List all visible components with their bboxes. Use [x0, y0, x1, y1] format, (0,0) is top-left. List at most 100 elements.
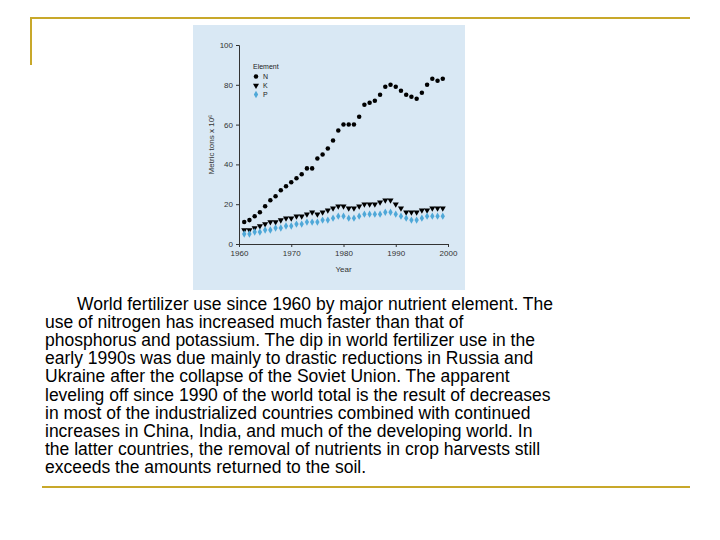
point — [310, 218, 314, 225]
point — [247, 230, 251, 237]
point — [441, 77, 446, 82]
legend-entry: K — [263, 82, 268, 89]
point — [367, 202, 373, 207]
tick-mark — [236, 244, 239, 245]
point — [320, 210, 326, 215]
point — [425, 83, 430, 88]
caption-line: Ukraine after the collapse of the Soviet… — [45, 366, 510, 386]
axis-line — [236, 46, 240, 245]
point — [408, 210, 414, 215]
point — [320, 152, 325, 157]
point — [419, 208, 425, 213]
point — [373, 210, 377, 217]
point — [435, 206, 441, 211]
point — [346, 122, 351, 127]
point — [409, 94, 414, 99]
tick-label: 80 — [224, 81, 233, 90]
point — [414, 210, 420, 215]
tick-mark — [236, 164, 239, 165]
tick: 1960 — [231, 244, 249, 258]
series — [242, 77, 445, 225]
point — [393, 202, 399, 207]
point — [352, 122, 357, 127]
tick-mark — [236, 204, 239, 205]
tick: 1970 — [283, 244, 301, 258]
axis-line — [240, 245, 449, 248]
point — [346, 206, 352, 211]
point — [388, 208, 392, 215]
tick: 2000 — [440, 244, 458, 258]
point — [357, 212, 361, 219]
point — [367, 100, 372, 105]
point — [279, 224, 283, 231]
point — [268, 198, 273, 203]
point — [326, 216, 330, 223]
tick: 1980 — [335, 244, 353, 258]
point — [429, 206, 435, 211]
point — [362, 210, 366, 217]
point — [336, 212, 340, 219]
point — [305, 166, 310, 171]
point — [331, 138, 336, 143]
point — [388, 83, 393, 88]
point — [294, 176, 299, 181]
point — [372, 202, 378, 207]
point — [242, 230, 246, 237]
point — [351, 206, 357, 211]
legend-entry: P — [263, 91, 268, 98]
point — [284, 184, 289, 189]
point — [278, 218, 284, 223]
tick-label: 1960 — [231, 249, 249, 258]
caption-line: exceeds the amounts returned to the soil… — [45, 457, 366, 477]
point — [305, 218, 309, 225]
point — [315, 218, 319, 225]
caption-line: leveling off since 1990 of the world tot… — [45, 385, 551, 405]
caption-line: World fertilizer use since 1960 by major… — [77, 294, 553, 314]
point — [356, 204, 362, 209]
point — [267, 220, 273, 225]
tick-label: 100 — [220, 41, 234, 50]
tick-mark — [236, 125, 239, 126]
tick-label: 1980 — [335, 249, 353, 258]
point — [409, 216, 413, 223]
point — [258, 210, 263, 215]
point — [252, 214, 257, 219]
point — [373, 98, 378, 103]
y-axis: 020406080100 — [220, 41, 240, 249]
point — [341, 212, 345, 219]
point — [367, 210, 371, 217]
point — [340, 204, 346, 209]
point — [393, 85, 398, 90]
point — [289, 222, 293, 229]
point — [435, 79, 440, 84]
point — [394, 210, 398, 217]
point — [336, 128, 341, 133]
point — [330, 206, 336, 211]
point — [325, 208, 331, 213]
legend-marker — [253, 84, 259, 89]
point — [283, 216, 289, 221]
caption-line: phosphorus and potassium. The dip in wor… — [45, 330, 535, 350]
tick: 20 — [224, 200, 239, 209]
point — [425, 212, 429, 219]
point — [314, 212, 320, 217]
point — [263, 204, 268, 209]
tick-label: 20 — [224, 200, 233, 209]
point — [253, 228, 257, 235]
tick-mark — [236, 45, 239, 46]
tick: 60 — [224, 121, 239, 130]
caption: World fertilizer use since 1960 by major… — [45, 294, 553, 477]
tick-mark — [236, 85, 239, 86]
x-axis: 19601970198019902000 — [231, 244, 458, 258]
point — [347, 214, 351, 221]
point — [420, 91, 425, 96]
point — [299, 172, 304, 177]
series — [241, 198, 446, 233]
slide: 02040608010019601970198019902000YearMetr… — [0, 0, 720, 540]
point — [284, 222, 288, 229]
point — [383, 208, 387, 215]
point — [440, 206, 446, 211]
x-axis-title: Year — [335, 265, 352, 274]
point — [361, 202, 367, 207]
point — [309, 210, 315, 215]
